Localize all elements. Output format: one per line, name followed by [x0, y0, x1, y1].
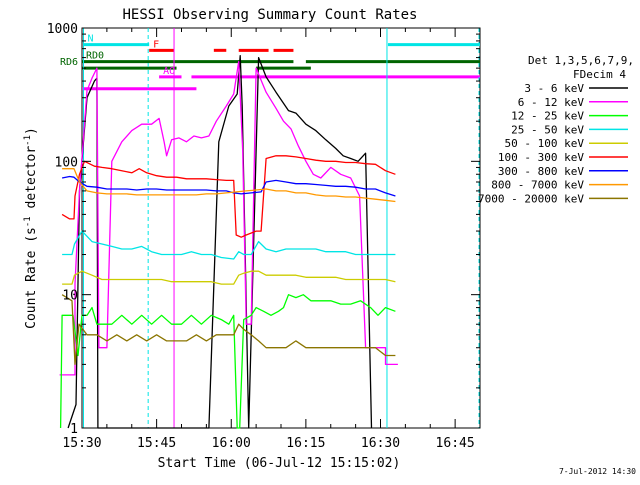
y-axis-label-close: ) — [24, 127, 39, 135]
chart-title: HESSI Observing Summary Count Rates — [122, 7, 417, 23]
series-line — [62, 168, 396, 203]
y-tick-label: 100 — [55, 155, 78, 170]
x-axis-label: Start Time (06-Jul-12 15:15:02) — [158, 456, 401, 471]
series-line — [62, 230, 396, 260]
y-axis-label-exp1: -1 — [23, 216, 33, 227]
legend-header-detectors: Det 1,3,5,6,7,9, — [528, 54, 634, 67]
plot-area: N F RD0 RD6 AO 1 10 100 1000 15:30 15:45 16:00 16:… — [47, 22, 481, 451]
legend-entry-label: 300 - 800 keV — [498, 165, 584, 178]
legend-header-fdecim: FDecim 4 — [573, 68, 626, 81]
state-bar-label: RD6 — [60, 57, 78, 68]
legend-entry-label: 3 - 6 keV — [524, 82, 584, 95]
x-tick-label: 16:45 — [436, 436, 475, 451]
y-axis-label-main: Count Rate (s — [24, 227, 39, 329]
footer-timestamp: 7-Jul-2012 14:30 — [559, 467, 636, 476]
series-line — [61, 155, 396, 238]
y-tick-label: 1 — [70, 422, 78, 437]
y-tick-label: 1000 — [47, 22, 78, 37]
x-tick-label: 16:30 — [361, 436, 400, 451]
x-tick-label: 15:30 — [62, 436, 101, 451]
y-axis-label: Count Rate (s-1 detector-1) — [23, 127, 39, 329]
y-axis-ticks: 1 10 100 1000 — [47, 22, 480, 437]
series-line — [62, 270, 396, 285]
state-vertical-lines — [82, 28, 480, 428]
x-tick-label: 16:00 — [212, 436, 251, 451]
x-axis-ticks: 15:30 15:45 16:00 16:15 16:30 16:45 — [62, 28, 475, 451]
series-line — [59, 60, 398, 376]
legend-entry-label: 7000 - 20000 keV — [478, 192, 584, 205]
x-tick-label: 15:45 — [137, 436, 176, 451]
state-bar-label: RD0 — [86, 51, 104, 62]
y-axis-label-detector: detector — [24, 146, 39, 217]
state-bar-label: AO — [163, 66, 175, 77]
series-layer — [59, 55, 398, 429]
series-line — [59, 294, 396, 429]
legend-entry-label: 25 - 50 keV — [511, 123, 584, 136]
legend-entry-label: 800 - 7000 keV — [491, 179, 584, 192]
state-bar-label: N — [87, 34, 93, 45]
legend-entry-label: 100 - 300 keV — [498, 151, 584, 164]
legend-entry-label: 12 - 25 keV — [511, 110, 584, 123]
x-tick-label: 16:15 — [286, 436, 325, 451]
legend-entry-label: 50 - 100 keV — [505, 137, 585, 150]
series-line — [61, 175, 396, 197]
state-bar-label: F — [153, 39, 159, 50]
y-axis-label-exp2: -1 — [23, 135, 33, 146]
y-tick-label: 10 — [62, 289, 78, 304]
legend-entry-label: 6 - 12 keV — [518, 96, 585, 109]
series-line — [61, 294, 396, 366]
